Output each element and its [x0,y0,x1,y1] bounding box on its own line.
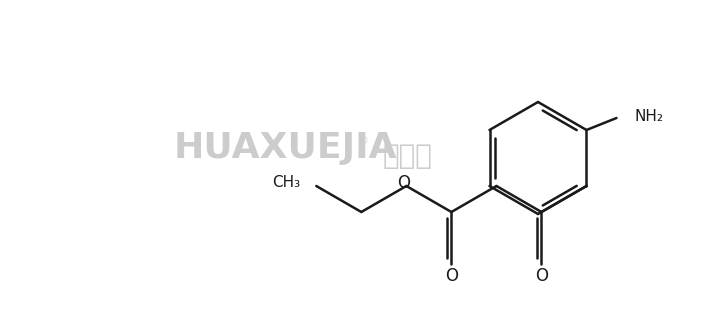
Text: O: O [535,267,548,285]
Text: 化学加: 化学加 [383,142,433,170]
Text: NH₂: NH₂ [635,108,664,124]
Text: HUAXUEJIA: HUAXUEJIA [173,131,396,165]
Text: ®: ® [358,136,368,146]
Text: O: O [397,174,410,192]
Text: O: O [445,267,458,285]
Text: CH₃: CH₃ [272,174,300,189]
